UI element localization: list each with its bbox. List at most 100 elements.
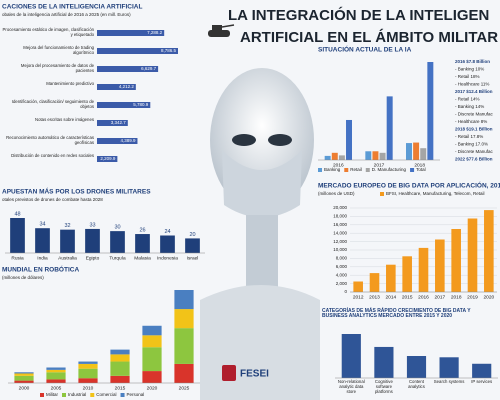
annotation: 2018 $19.1 Billion	[455, 127, 493, 132]
bar-segment	[110, 375, 130, 383]
bar	[160, 235, 175, 253]
bar	[185, 238, 200, 253]
value-label: 20	[189, 232, 195, 238]
y-tick-label: 14,000	[333, 230, 347, 235]
bar	[467, 218, 478, 292]
bar-segment	[78, 378, 98, 383]
bar-segment	[14, 375, 34, 381]
x-tick-label: 2005	[51, 385, 62, 391]
y-tick-label: 10,000	[333, 247, 347, 252]
bar-segment	[14, 372, 34, 374]
annotation: - Discrete Manufac	[455, 112, 494, 117]
x-tick-label: India	[37, 255, 48, 261]
x-tick-label: Rusia	[11, 255, 24, 261]
value-label: 30	[114, 225, 120, 231]
bar	[372, 151, 379, 160]
value-label: 48	[14, 211, 20, 217]
value-label: 4,212.2	[119, 84, 135, 89]
category-label: Reconocimiento automático de característ…	[6, 135, 94, 145]
x-tick-label: 2016	[333, 162, 344, 168]
category-label: Distribución de contenido en redes socia…	[11, 153, 94, 158]
bar-segment	[142, 325, 162, 336]
legend-label: Comercial	[96, 392, 116, 397]
y-tick-label: 20,000	[333, 205, 347, 210]
bar	[324, 155, 331, 160]
x-tick-label: Turquía	[109, 255, 126, 261]
value-label: 4,389.9	[120, 138, 136, 143]
bar-segment	[174, 363, 194, 383]
x-tick-label: Israel	[187, 255, 199, 261]
bar	[97, 156, 118, 162]
bar	[97, 102, 151, 108]
legend-label: D. Manufacturing	[372, 167, 407, 172]
logo: FESEI	[240, 369, 269, 380]
bar-segment	[78, 361, 98, 364]
bar	[418, 247, 429, 292]
bar	[451, 229, 461, 292]
bar-segment	[110, 349, 130, 355]
x-tick-label: 2018	[451, 294, 462, 300]
x-tick-label: 2014	[385, 294, 396, 300]
category-label: Procesamiento estático de imagen, clasif…	[2, 27, 94, 37]
bar-segment	[110, 361, 130, 376]
y-tick-label: 0	[344, 289, 347, 294]
x-tick-label: 2015	[115, 385, 126, 391]
annotation: 2016 $7.8 Billion	[455, 59, 490, 64]
value-label: 2,209.9	[100, 156, 116, 161]
tank-icon	[208, 24, 235, 37]
bar	[341, 334, 361, 378]
y-tick-label: 2,000	[336, 281, 348, 286]
x-tick-label: 2000	[19, 385, 30, 391]
bar	[379, 152, 386, 160]
value-label: 6,629.7	[141, 66, 157, 71]
x-tick-label: Indonesia	[157, 255, 178, 261]
bar	[369, 273, 380, 292]
bar-segment	[46, 367, 66, 370]
legend-label: Banking	[324, 167, 341, 172]
bar	[97, 48, 178, 54]
x-tick-label: 2016	[418, 294, 429, 300]
legend-swatch	[90, 393, 95, 397]
legend-label: Total	[416, 167, 426, 172]
bar	[346, 119, 352, 160]
value-label: 33	[89, 222, 95, 228]
value-label: 8,786.5	[161, 48, 177, 53]
bar	[97, 84, 136, 90]
bar-segment	[46, 369, 66, 373]
bar	[60, 229, 75, 253]
bar	[97, 30, 165, 36]
legend-swatch	[318, 168, 322, 172]
bar-segment	[142, 371, 162, 383]
chart-title: MERCADO EUROPEO DE BIG DATA POR APLICACI…	[318, 181, 500, 190]
y-tick-label: 8,000	[336, 256, 348, 261]
chart-subtitle: (millones de dólares)	[2, 275, 44, 280]
chart-title: CACIONES DE LA INTELIGENCIA ARTIFICIAL	[2, 4, 143, 11]
category-label: Mejora del funcionamiento de trading alg…	[23, 45, 94, 55]
bar	[406, 356, 427, 378]
annotation: - Banking 17.0%	[455, 142, 488, 147]
bar	[427, 62, 434, 160]
bar-segment	[46, 379, 66, 383]
x-tick-label: IP services	[471, 379, 493, 384]
bar-segment	[14, 373, 34, 376]
bar	[413, 142, 420, 160]
x-tick-label: Content analytics	[408, 379, 425, 389]
main-title: LA INTEGRACIÓN DE LA INTELIGEN	[228, 6, 489, 24]
category-label: Mantenimiento predictivo	[46, 81, 94, 86]
chart-subtitle: otales previstos de drones de combate ha…	[2, 197, 103, 202]
annotation: - Healthcare 8%	[455, 119, 487, 124]
legend-swatch	[40, 393, 44, 397]
legend-swatch	[62, 393, 66, 397]
x-tick-label: Cognitive software platforms	[374, 379, 393, 394]
bar-segment	[110, 354, 130, 362]
bar	[97, 66, 159, 72]
annotation: - Discrete Manufac	[455, 149, 494, 154]
bar-segment	[46, 372, 66, 380]
bar	[406, 143, 412, 160]
x-tick-label: 2015	[402, 294, 413, 300]
chart-title: SITUACIÓN ACTUAL DE LA IA	[318, 45, 412, 54]
bar	[331, 152, 338, 160]
legend-label: Retail	[350, 167, 362, 172]
